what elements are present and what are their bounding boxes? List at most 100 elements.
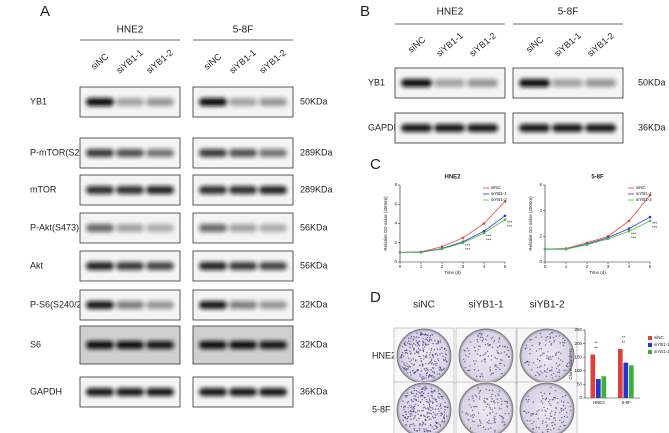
colony [539,342,541,345]
colony [503,421,505,424]
colony [542,397,544,400]
colony [434,360,436,363]
colony [469,369,471,372]
colony [562,404,565,407]
colony [490,400,492,403]
colony [421,378,424,381]
colony [430,363,433,365]
colony [546,355,548,357]
point [627,229,631,233]
colony [422,422,425,424]
colony [561,421,563,424]
colony [550,370,552,372]
colony [413,336,415,338]
colony [402,355,404,358]
colony [413,429,416,431]
colony [491,398,493,400]
colony [431,407,433,409]
colony [419,349,422,351]
colony [483,409,485,411]
blot-band [199,341,227,349]
blot-band [259,262,287,270]
colony [422,344,424,346]
colony [538,343,541,346]
colony [476,406,478,408]
colony [412,400,414,403]
colony [404,405,406,407]
colony [546,408,549,410]
point [503,218,507,221]
colony [537,373,540,375]
colony [422,364,424,366]
point [482,229,486,233]
colony [400,357,403,359]
colony [491,346,494,349]
colony [544,370,546,372]
colony [443,405,445,408]
colony [422,347,424,349]
colony [478,392,480,394]
colony [412,358,415,360]
blot-band [199,98,227,106]
colony [441,346,443,349]
colony [550,404,552,407]
colony [430,418,432,420]
column-label: siYB1-1 [468,300,503,311]
colony [549,336,552,338]
colony [412,411,415,413]
colony [477,349,480,351]
colony [417,396,420,399]
protein-label: GAPDH [30,386,62,396]
colony [470,406,472,408]
colony [422,349,425,352]
blot-band [86,224,114,232]
colony [493,417,495,420]
colony [544,399,547,401]
colony [423,387,425,389]
colony [497,341,500,343]
colony [431,396,433,398]
colony [404,341,406,343]
colony [420,360,423,362]
colony [446,415,448,417]
significance: *** [486,233,492,238]
colony [478,332,481,335]
colony [555,367,558,370]
colony [536,371,538,374]
colony [479,390,481,392]
colony [552,336,554,339]
colony [470,415,472,417]
colony [410,405,413,407]
colony [423,368,426,370]
colony [404,365,407,367]
blot-band [229,262,257,270]
colony [405,418,407,420]
colony [409,409,412,412]
blot-band [585,124,616,132]
plate [396,382,452,433]
colony [541,409,543,411]
colony [545,337,547,339]
colony [439,341,442,343]
colony [404,411,406,413]
colony [435,421,437,423]
colony [415,399,418,401]
colony [479,354,481,357]
colony [557,402,559,404]
colony [528,398,530,401]
colony [461,411,464,413]
colony [425,363,427,365]
colony [424,385,426,388]
colony [488,404,490,406]
colony [413,342,415,345]
point [648,215,652,219]
blot-band [259,149,287,157]
colony [468,419,470,421]
legend-label: siNC [654,335,664,340]
colony [399,357,401,359]
colony [424,423,427,426]
significance: *** [465,247,471,252]
legend-swatch [648,350,652,354]
colony [555,335,557,337]
legend-label: siYB1-2 [636,197,652,202]
